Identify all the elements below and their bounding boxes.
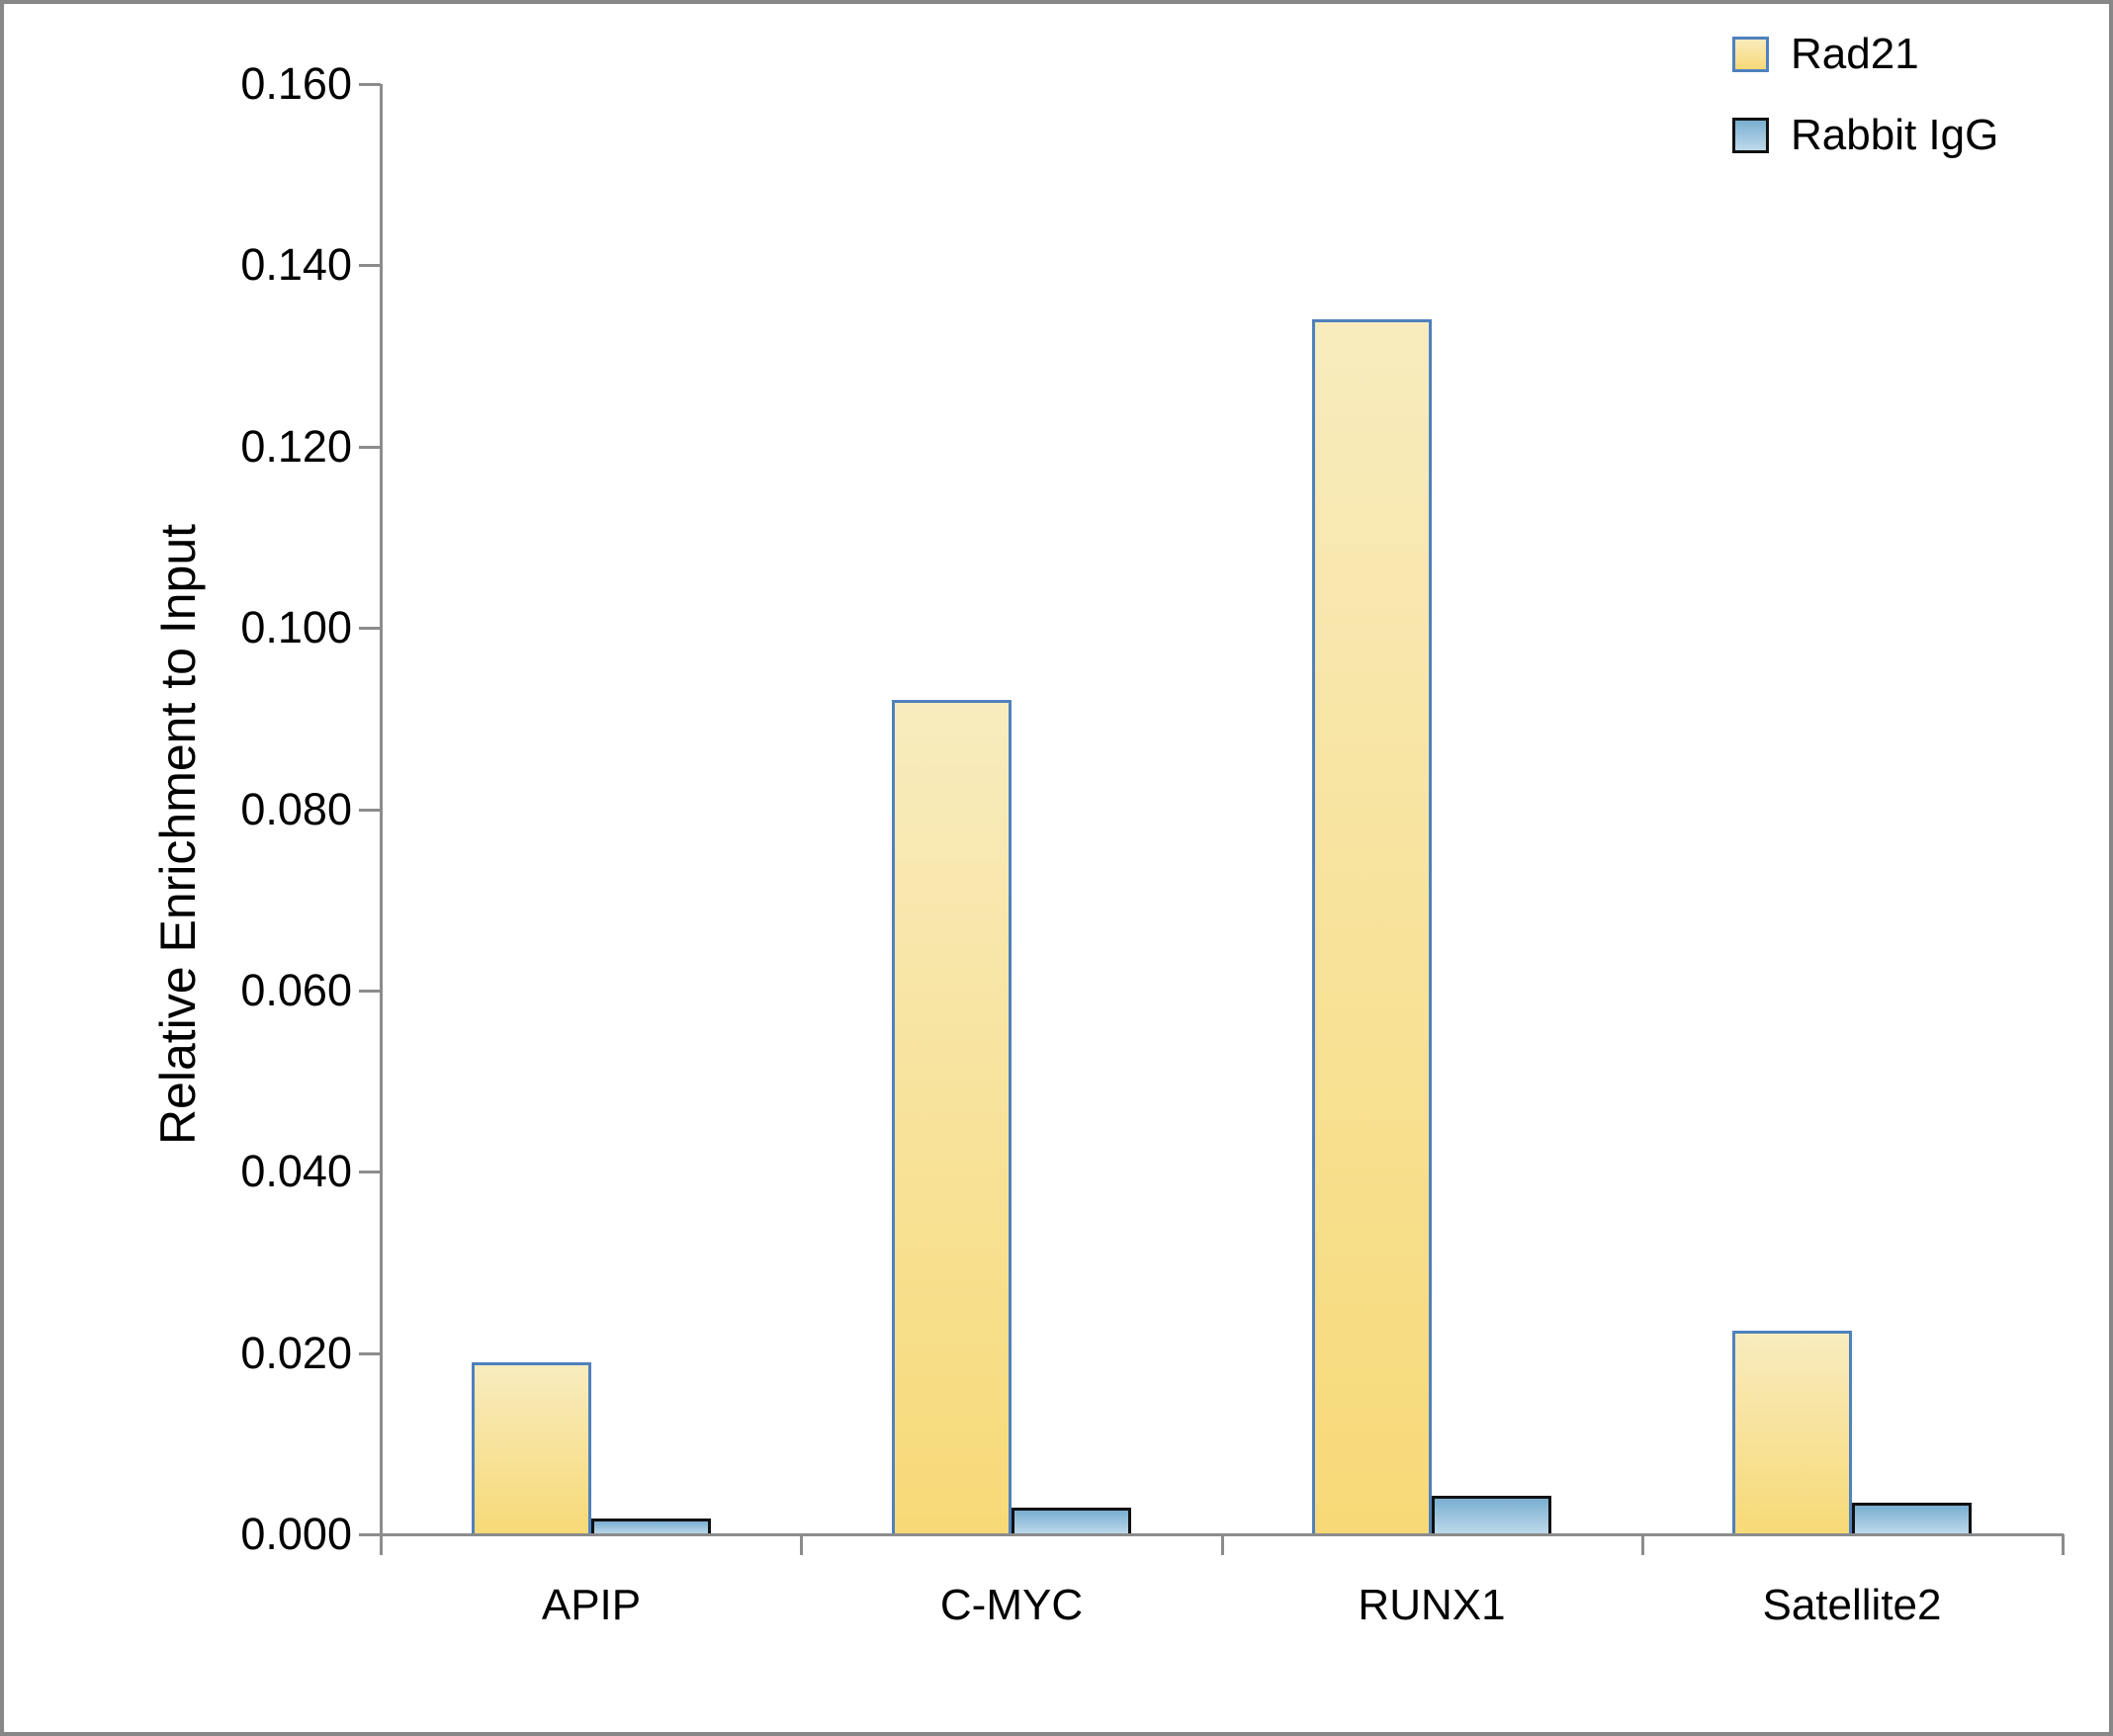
x-category-label-runx1: RUNX1 [1358,1581,1506,1629]
y-tick-mark [359,446,381,449]
y-tick-mark [359,1352,381,1355]
y-tick-label: 0.080 [240,784,352,834]
y-tick-mark [359,264,381,267]
legend-swatch-rabbit-igg [1732,118,1769,153]
y-tick-label: 0.020 [240,1328,352,1378]
x-separator-tick [1221,1534,1224,1555]
y-tick-label: 0.120 [240,421,352,472]
bar-rabbit-igg-c-myc [1012,1508,1131,1534]
y-tick-label: 0.060 [240,965,352,1015]
bar-rabbit-igg-runx1 [1432,1496,1551,1534]
x-category-label-satellite2: Satellite2 [1762,1581,1942,1629]
x-category-label-c-myc: C-MYC [939,1581,1084,1629]
x-axis-line [380,1533,2064,1536]
legend-swatch-rad21 [1732,37,1769,72]
bar-rad21-runx1 [1312,319,1432,1534]
legend-label-rad21: Rad21 [1791,30,1919,78]
bar-rad21-satellite2 [1732,1331,1852,1534]
bar-rad21-apip [472,1362,591,1534]
y-tick-label: 0.040 [240,1146,352,1196]
x-separator-tick [2062,1534,2065,1555]
legend-label-rabbit-igg: Rabbit IgG [1791,111,1999,159]
bar-rabbit-igg-satellite2 [1852,1503,1972,1534]
bar-rabbit-igg-apip [591,1519,711,1534]
legend-item-rad21: Rad21 [1732,33,1919,76]
x-separator-tick [800,1534,803,1555]
bar-rad21-c-myc [892,700,1012,1534]
y-tick-label: 0.000 [240,1509,352,1559]
y-tick-label: 0.160 [240,58,352,109]
y-tick-label: 0.140 [240,239,352,290]
y-tick-mark [359,990,381,993]
y-tick-mark [359,809,381,812]
y-tick-mark [359,1171,381,1173]
y-tick-mark [359,83,381,86]
legend-item-rabbit-igg: Rabbit IgG [1732,114,1998,157]
y-axis-line [380,84,383,1534]
y-tick-label: 0.100 [240,602,352,652]
y-tick-mark [359,1533,381,1536]
x-category-label-apip: APIP [541,1581,642,1629]
y-tick-mark [359,627,381,630]
x-separator-tick [380,1534,383,1555]
x-separator-tick [1641,1534,1644,1555]
